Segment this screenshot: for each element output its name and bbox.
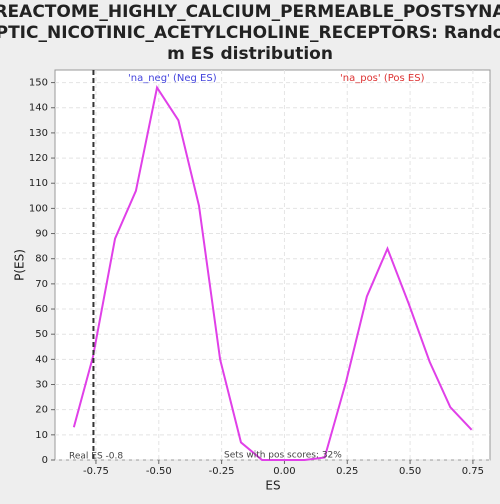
x-tick-label: 0.00 xyxy=(273,466,295,477)
x-tick-label: -0.25 xyxy=(209,466,235,477)
x-tick-label: 0.25 xyxy=(336,466,358,477)
y-tick-label: 100 xyxy=(29,203,48,214)
x-axis-label: ES xyxy=(265,479,280,493)
y-tick-label: 110 xyxy=(29,178,48,189)
annotation: Sets with pos scores: 32% xyxy=(224,451,342,461)
x-tick-label: 0.50 xyxy=(399,466,421,477)
y-tick-label: 80 xyxy=(35,254,48,265)
y-tick-label: 70 xyxy=(35,279,48,290)
y-tick-label: 140 xyxy=(29,103,48,114)
y-tick-label: 30 xyxy=(35,380,48,391)
y-tick-label: 90 xyxy=(35,229,48,240)
annotation: 'na_pos' (Pos ES) xyxy=(340,73,425,84)
line-series xyxy=(72,85,473,461)
y-tick-label: 60 xyxy=(35,304,48,315)
y-tick-label: 0 xyxy=(42,455,48,466)
y-tick-label: 150 xyxy=(29,78,48,89)
y-axis-label: P(ES) xyxy=(13,249,27,281)
y-tick-label: 10 xyxy=(35,430,48,441)
y-tick-label: 20 xyxy=(35,405,48,416)
y-tick-label: 50 xyxy=(35,329,48,340)
x-tick-label: -0.75 xyxy=(83,466,109,477)
y-tick-label: 130 xyxy=(29,128,48,139)
y-tick-label: 120 xyxy=(29,153,48,164)
annotation: Real ES -0.8 xyxy=(69,452,123,462)
x-tick-label: -0.50 xyxy=(146,466,172,477)
chart-title: REACTOME_HIGHLY_CALCIUM_PERMEABLE_POSTSY… xyxy=(0,2,500,64)
y-tick-label: 40 xyxy=(35,354,48,365)
annotation: 'na_neg' (Neg ES) xyxy=(128,73,217,84)
x-tick-label: 0.75 xyxy=(462,466,484,477)
plot-area xyxy=(54,69,491,461)
